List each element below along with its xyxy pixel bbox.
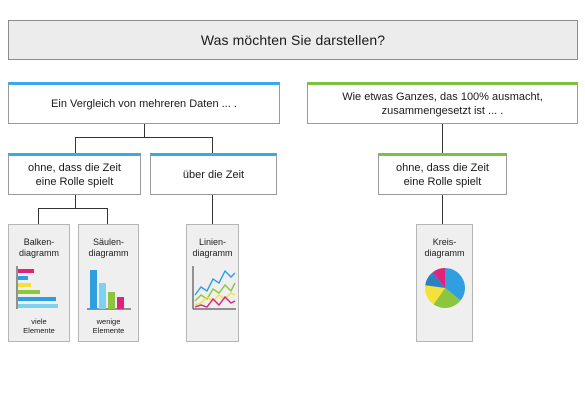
left-question-box: Ein Vergleich von mehreren Daten ... . bbox=[8, 82, 280, 124]
connector-left-down bbox=[144, 124, 145, 138]
connector-left-horizontal bbox=[75, 137, 213, 138]
column-chart-icon bbox=[87, 270, 131, 310]
card-column-chart-caption: wenige Elemente bbox=[92, 317, 125, 335]
connector-left-branch1 bbox=[75, 137, 76, 153]
header-title: Was möchten Sie darstellen? bbox=[200, 32, 386, 48]
connector-right-sub-down bbox=[442, 195, 443, 224]
connector-left-branch2 bbox=[212, 137, 213, 153]
pie-chart-icon bbox=[424, 267, 465, 309]
left-question-label: Ein Vergleich von mehreren Daten ... . bbox=[51, 98, 237, 110]
card-bar-chart: Balken- diagramm viele Elemente bbox=[8, 224, 70, 342]
line-chart-icon bbox=[192, 266, 236, 310]
card-column-chart-title: Säulen- diagramm bbox=[88, 237, 129, 258]
left-branch-time: über die Zeit bbox=[150, 153, 277, 195]
bar-chart-icon bbox=[16, 266, 58, 309]
connector-right-down bbox=[442, 124, 443, 154]
left-branch-no-time: ohne, dass die Zeit eine Rolle spielt bbox=[8, 153, 141, 195]
connector-time-down bbox=[212, 195, 213, 224]
card-column-chart: Säulen- diagramm wenige Elemente bbox=[78, 224, 139, 342]
connector-sub-down bbox=[75, 195, 76, 209]
connector-sub-branch2 bbox=[107, 208, 108, 224]
card-line-chart: Linien- diagramm bbox=[186, 224, 239, 342]
card-pie-chart: Kreis- diagramm bbox=[416, 224, 473, 342]
left-branch-time-label: über die Zeit bbox=[182, 169, 245, 181]
card-pie-chart-title: Kreis- diagramm bbox=[424, 237, 465, 258]
card-line-chart-title: Linien- diagramm bbox=[192, 237, 233, 258]
connector-sub-horizontal bbox=[38, 208, 108, 209]
left-branch-no-time-label: ohne, dass die Zeit eine Rolle spielt bbox=[28, 162, 121, 188]
right-branch-no-time: ohne, dass die Zeit eine Rolle spielt bbox=[378, 153, 507, 195]
right-question-label: Wie etwas Ganzes, das 100% ausmacht, zus… bbox=[342, 91, 543, 117]
card-bar-chart-caption: viele Elemente bbox=[23, 317, 55, 335]
right-question-box: Wie etwas Ganzes, das 100% ausmacht, zus… bbox=[307, 82, 578, 124]
card-bar-chart-title: Balken- diagramm bbox=[18, 237, 59, 258]
header-question: Was möchten Sie darstellen? bbox=[8, 20, 578, 60]
connector-sub-branch1 bbox=[38, 208, 39, 224]
right-branch-no-time-label: ohne, dass die Zeit eine Rolle spielt bbox=[396, 162, 489, 188]
